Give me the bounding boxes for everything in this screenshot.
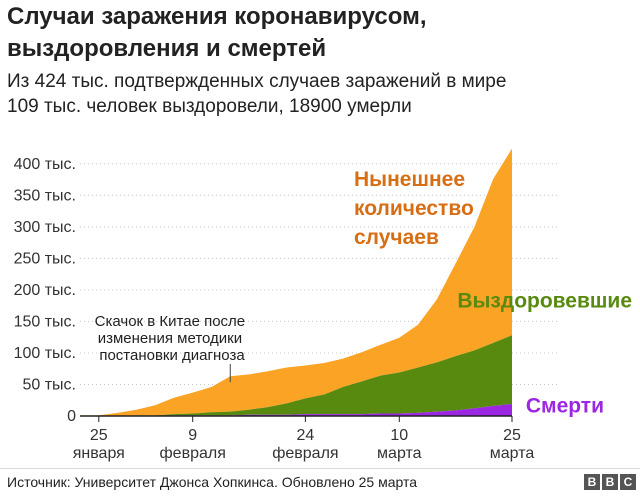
chart-subtitle-line-1: Из 424 тыс. подтвержденных случаев зараж… [7, 71, 507, 92]
annotation-line-2: изменения методики [98, 330, 242, 347]
x-tick-day-label: 24 [296, 427, 314, 444]
deaths-area [80, 404, 512, 416]
x-tick-day-label: 25 [503, 427, 521, 444]
x-tick-day-label: 25 [90, 427, 108, 444]
bbc-logo-letter: C [620, 474, 636, 490]
x-tick-month-label: января [73, 445, 125, 462]
x-tick-month-label: февраля [272, 445, 338, 462]
annotation-line-1: Скачок в Китае после [95, 313, 246, 330]
bbc-logo: B B C [584, 474, 636, 490]
source-note: Источник: Университет Джонса Хопкинса. О… [7, 474, 418, 490]
x-tick-month-label: марта [490, 445, 535, 462]
current-cases-label: Нынешнее количество случаев [354, 168, 480, 249]
x-tick-month-label: марта [377, 445, 422, 462]
y-tick-label: 0 [67, 408, 76, 425]
current-cases-label-line-1: Нынешнее [354, 168, 465, 191]
recovered-area [80, 335, 512, 416]
x-tick-day-label: 10 [390, 427, 408, 444]
chart-title: Случаи заражения коронавирусом, выздоров… [7, 1, 627, 65]
y-tick-label: 250 тыс. [14, 250, 76, 267]
current-cases-area [80, 148, 512, 416]
chart-title-line-1: Случаи заражения коронавирусом, [7, 3, 427, 30]
current-cases-label-line-3: случаев [354, 226, 439, 249]
stacked-area-chart: 0 50 тыс. 100 тыс. 150 тыс. 200 тыс. 250 тыс.… [14, 148, 632, 462]
deaths-label: Смерти [526, 395, 604, 418]
y-tick-label: 200 тыс. [14, 282, 76, 299]
annotation-text: Скачок в Китае после изменения методики … [95, 313, 250, 364]
y-tick-label: 100 тыс. [14, 345, 76, 362]
recovered-label: Выздоровевшие [457, 289, 632, 312]
y-tick-label: 400 тыс. [14, 156, 76, 173]
chart-subtitle: Из 424 тыс. подтвержденных случаев зараж… [7, 69, 627, 119]
x-tick-day-label: 9 [188, 427, 197, 444]
bbc-logo-letter: B [584, 474, 600, 490]
chart-subtitle-line-2: 109 тыс. человек выздоровели, 18900 умер… [7, 96, 412, 117]
footer-divider [0, 468, 640, 469]
x-tick-month-label: февраля [160, 445, 226, 462]
y-tick-label: 50 тыс. [22, 376, 76, 393]
y-tick-label: 300 тыс. [14, 219, 76, 236]
current-cases-label-line-2: количество [354, 197, 474, 220]
bbc-logo-letter: B [602, 474, 618, 490]
annotation-line-3: постановки диагноза [99, 347, 245, 364]
y-axis-tick-labels: 0 50 тыс. 100 тыс. 150 тыс. 200 тыс. 250 тыс.… [14, 156, 77, 425]
chart-title-line-2: выздоровления и смертей [7, 35, 327, 62]
y-tick-label: 150 тыс. [14, 313, 76, 330]
y-tick-label: 350 тыс. [14, 187, 76, 204]
